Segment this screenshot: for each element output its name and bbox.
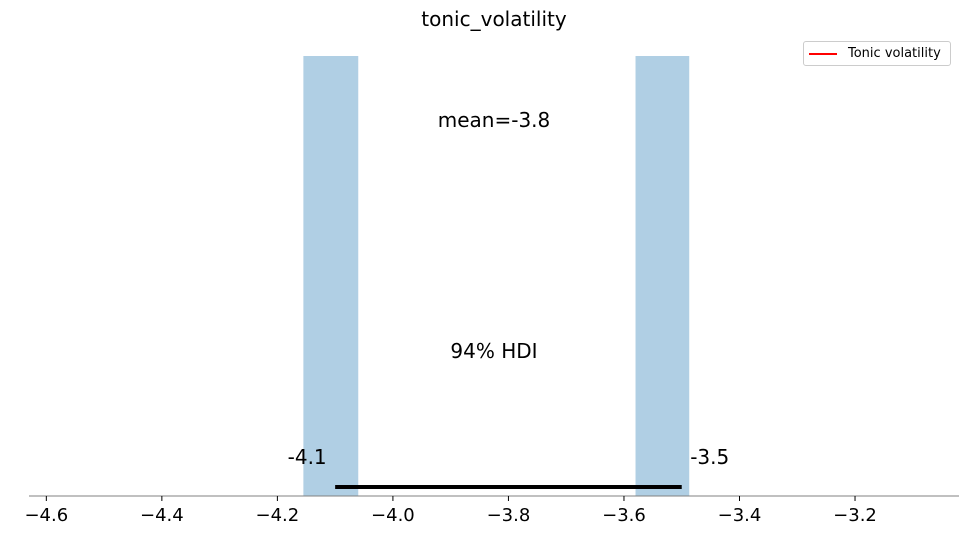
x-tick-label: −4.4 (140, 505, 184, 526)
x-axis-ticks: −4.6 −4.4 −4.2 −4.0 −3.8 −3.6 −3.4 −3.2 (24, 496, 877, 526)
x-tick-label: −3.6 (602, 505, 646, 526)
x-tick-label: −4.0 (371, 505, 415, 526)
histogram-bar-2 (635, 56, 690, 496)
legend-label: Tonic volatility (848, 46, 941, 61)
x-tick-label: −3.8 (487, 505, 531, 526)
bars-group (303, 56, 690, 496)
x-tick-label: −3.4 (718, 505, 762, 526)
legend-line-swatch (809, 53, 837, 55)
hdi-label: 94% HDI (450, 339, 537, 363)
mean-label: mean=-3.8 (438, 108, 551, 132)
x-tick-label: −4.6 (24, 505, 68, 526)
x-tick-label: −3.2 (833, 505, 877, 526)
legend: Tonic volatility (803, 41, 951, 66)
x-tick-label: −4.2 (256, 505, 300, 526)
chart-title: tonic_volatility (421, 7, 567, 31)
hdi-high-label: -3.5 (690, 445, 729, 469)
histogram-bar-1 (303, 56, 359, 496)
hdi-low-label: -4.1 (288, 445, 327, 469)
